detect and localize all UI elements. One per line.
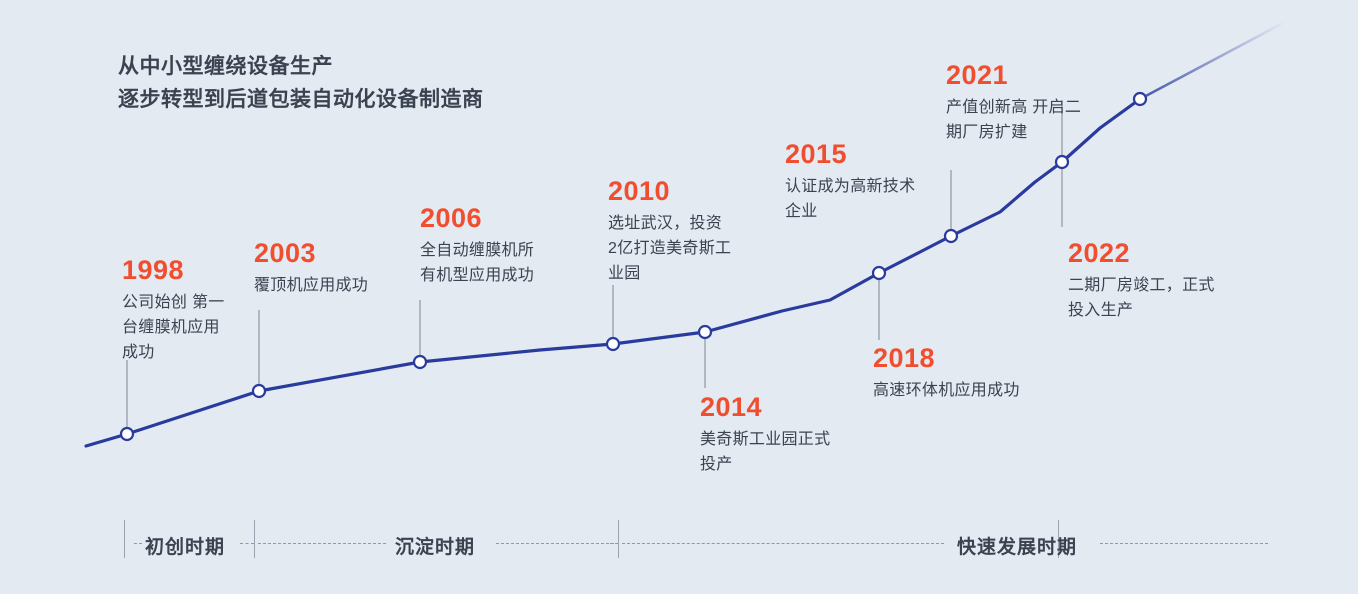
milestone-node[interactable]	[1054, 154, 1070, 170]
phase-axis: 初创时期 沉淀时期 快速发展时期	[0, 512, 1358, 574]
phase-divider-dash	[240, 543, 254, 544]
milestone-description-line: 投入生产	[1068, 302, 1134, 319]
milestone-description-line: 期厂房扩建	[946, 124, 1028, 141]
phase-divider-dash	[258, 543, 386, 544]
milestone-year: 2010	[608, 176, 671, 206]
milestone-2021[interactable]: 2021 产值创新高 开启二 期厂房扩建	[946, 60, 1081, 145]
curve-fade-tail	[1138, 20, 1287, 101]
phase-label: 初创时期	[145, 537, 226, 558]
milestone-node[interactable]	[251, 383, 267, 399]
milestone-description: 二期厂房竣工，正式 投入生产	[1068, 273, 1215, 323]
milestone-2018[interactable]: 2018 高速环体机应用成功	[873, 343, 1020, 403]
milestone-2006[interactable]: 2006 全自动缠膜机所 有机型应用成功	[420, 203, 534, 288]
milestone-description-line: 产值创新高 开启二	[946, 99, 1082, 116]
milestone-description-line: 全自动缠膜机所	[420, 242, 535, 259]
milestone-description: 选址武汉，投资 2亿打造美奇斯工 业园	[608, 211, 731, 286]
milestone-description: 认证成为高新技术 企业	[785, 174, 915, 224]
milestone-description-line: 认证成为高新技术	[785, 178, 916, 195]
milestone-node[interactable]	[1132, 91, 1148, 107]
milestone-year: 2015	[785, 139, 848, 169]
milestone-2015[interactable]: 2015 认证成为高新技术 企业	[785, 139, 915, 224]
milestone-description-line: 台缠膜机应用	[122, 319, 220, 336]
milestone-description: 全自动缠膜机所 有机型应用成功	[420, 238, 534, 288]
milestone-2022[interactable]: 2022 二期厂房竣工，正式 投入生产	[1068, 238, 1215, 323]
milestone-description: 美奇斯工业园正式 投产	[700, 427, 830, 477]
page-title: 从中小型缠绕设备生产 逐步转型到后道包装自动化设备制造商	[118, 50, 484, 116]
phase-divider-dash	[134, 543, 142, 544]
milestone-description-line: 成功	[122, 344, 155, 361]
milestone-2003[interactable]: 2003 覆顶机应用成功	[254, 238, 368, 298]
milestone-node[interactable]	[605, 336, 621, 352]
milestone-description-line: 企业	[785, 203, 818, 220]
milestone-year: 2014	[700, 392, 763, 422]
milestone-description: 产值创新高 开启二 期厂房扩建	[946, 95, 1081, 145]
phase-tick	[254, 520, 255, 558]
milestone-description: 高速环体机应用成功	[873, 378, 1020, 403]
milestone-year: 2021	[946, 60, 1009, 90]
milestone-description-line: 二期厂房竣工，正式	[1068, 277, 1215, 294]
milestone-description-line: 2亿打造美奇斯工	[608, 240, 732, 257]
milestone-year: 1998	[122, 255, 185, 285]
headline-line-1: 从中小型缠绕设备生产	[118, 55, 333, 78]
headline-line-2: 逐步转型到后道包装自动化设备制造商	[118, 88, 484, 111]
phase-divider-dash	[610, 543, 618, 544]
milestone-year: 2022	[1068, 238, 1131, 268]
milestone-year: 2006	[420, 203, 483, 233]
phase-tick	[618, 520, 619, 558]
milestone-node[interactable]	[943, 228, 959, 244]
phase-label: 快速发展时期	[957, 537, 1078, 558]
milestone-node[interactable]	[871, 265, 887, 281]
phase-divider-dash	[622, 543, 944, 544]
milestone-description-line: 有机型应用成功	[420, 267, 535, 284]
milestone-node[interactable]	[119, 426, 135, 442]
milestone-description: 覆顶机应用成功	[254, 273, 368, 298]
phase-divider-dash	[496, 543, 614, 544]
milestone-node[interactable]	[697, 324, 713, 340]
milestone-description-line: 公司始创 第一	[122, 294, 225, 311]
milestone-description-line: 美奇斯工业园正式	[700, 431, 831, 448]
milestone-2014[interactable]: 2014 美奇斯工业园正式 投产	[700, 392, 830, 477]
phase-tick	[124, 520, 125, 558]
milestone-1998[interactable]: 1998 公司始创 第一 台缠膜机应用 成功	[122, 255, 225, 365]
milestone-2010[interactable]: 2010 选址武汉，投资 2亿打造美奇斯工 业园	[608, 176, 731, 286]
milestone-description-line: 高速环体机应用成功	[873, 382, 1020, 399]
phase-label: 沉淀时期	[395, 537, 476, 558]
phase-tick	[1058, 520, 1059, 558]
milestone-node[interactable]	[412, 354, 428, 370]
phase-divider-dash	[1100, 543, 1268, 544]
milestone-description-line: 覆顶机应用成功	[254, 277, 369, 294]
milestone-description-line: 业园	[608, 265, 641, 282]
milestone-description-line: 投产	[700, 456, 733, 473]
milestone-year: 2003	[254, 238, 317, 268]
milestone-description-line: 选址武汉，投资	[608, 215, 723, 232]
milestone-year: 2018	[873, 343, 936, 373]
milestone-description: 公司始创 第一 台缠膜机应用 成功	[122, 290, 225, 365]
